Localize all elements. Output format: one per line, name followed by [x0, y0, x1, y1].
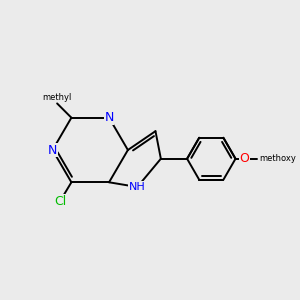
Text: N: N — [104, 111, 114, 124]
Text: methoxy: methoxy — [260, 154, 297, 163]
Text: O: O — [239, 152, 249, 165]
Text: methyl: methyl — [42, 93, 72, 102]
Text: Cl: Cl — [54, 195, 66, 208]
Text: NH: NH — [129, 182, 146, 192]
Text: N: N — [48, 143, 57, 157]
